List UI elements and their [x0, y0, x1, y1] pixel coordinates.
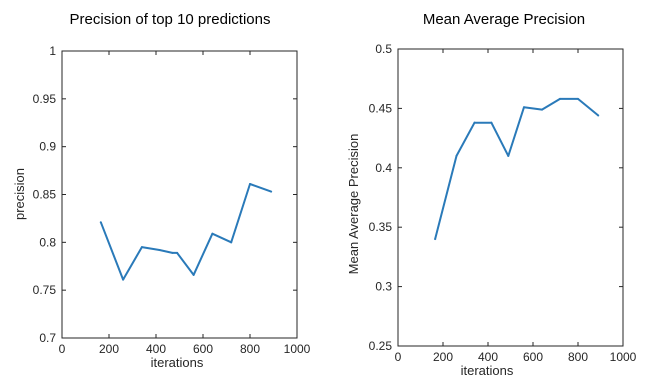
x-tick-label: 0	[59, 342, 66, 356]
x-tick-label: 200	[99, 342, 119, 356]
chart-title: Precision of top 10 predictions	[70, 11, 271, 28]
x-tick-label: 800	[240, 342, 260, 356]
precision-top10-chart: Precision of top 10 predictions precisio…	[12, 11, 311, 370]
y-tick-label: 0.4	[375, 161, 392, 175]
x-tick-label: 600	[193, 342, 213, 356]
mean-average-precision-chart: Mean Average Precision Mean Average Prec…	[330, 0, 660, 379]
data-point	[176, 251, 179, 254]
y-tick-label: 0.3	[375, 280, 392, 294]
x-axis-label: iterations	[461, 363, 514, 378]
y-tick-label: 0.85	[33, 188, 57, 202]
data-point	[140, 246, 143, 249]
x-tick-label: 200	[433, 350, 453, 364]
y-tick-label: 0.5	[375, 42, 392, 56]
x-tick-label: 1000	[284, 342, 311, 356]
data-point	[507, 154, 510, 157]
plot-area-frame	[61, 50, 298, 339]
data-point	[434, 238, 437, 241]
mean-average-precision-svg: Mean Average Precision Mean Average Prec…	[346, 11, 637, 378]
y-tick-label: 0.35	[369, 220, 393, 234]
plot-area-frame	[397, 48, 624, 347]
x-tick-label: 0	[395, 350, 402, 364]
data-point	[211, 232, 214, 235]
data-point	[158, 248, 161, 251]
y-tick-label: 0.9	[39, 140, 56, 154]
data-point	[541, 108, 543, 111]
data-point	[473, 121, 476, 124]
data-point	[249, 182, 251, 185]
y-tick-label: 0.45	[369, 101, 393, 115]
series-line	[434, 97, 599, 240]
x-tick-label: 400	[478, 350, 498, 364]
data-point	[523, 106, 525, 109]
chart-title: Mean Average Precision	[423, 11, 585, 28]
x-tick-label: 400	[146, 342, 166, 356]
y-tick-label: 0.95	[33, 92, 57, 106]
y-tick-label: 0.75	[33, 283, 57, 297]
series-line	[99, 183, 272, 281]
data-point	[490, 121, 493, 124]
data-point	[270, 190, 273, 193]
data-point	[171, 251, 174, 254]
data-point	[99, 221, 102, 224]
x-tick-label: 1000	[610, 350, 637, 364]
y-tick-label: 0.8	[39, 235, 56, 249]
data-point	[192, 273, 195, 276]
precision-top10-svg: Precision of top 10 predictions precisio…	[12, 11, 311, 370]
x-axis-label: iterations	[151, 355, 204, 370]
data-point	[597, 114, 600, 117]
data-point	[122, 278, 125, 281]
data-point	[455, 154, 458, 157]
y-axis-label: Mean Average Precision	[346, 134, 361, 275]
data-point	[577, 97, 579, 100]
x-tick-label: 600	[523, 350, 543, 364]
y-tick-label: 0.7	[39, 331, 56, 345]
x-tick-label: 800	[568, 350, 588, 364]
data-point	[559, 97, 561, 100]
y-tick-label: 0.25	[369, 339, 393, 353]
data-point	[230, 241, 233, 244]
y-tick-label: 1	[49, 44, 56, 58]
y-axis-label: precision	[12, 168, 27, 220]
